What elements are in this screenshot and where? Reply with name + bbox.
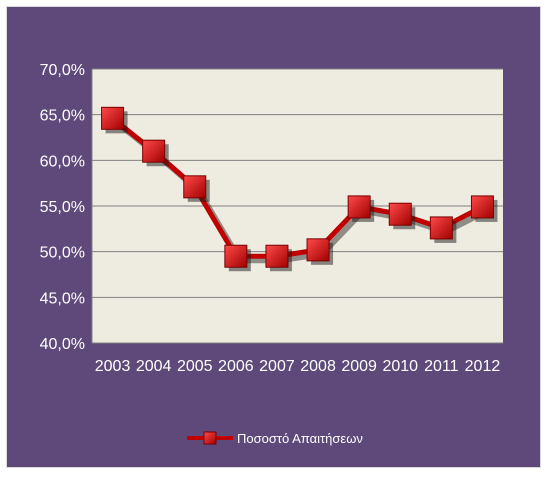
x-tick-label: 2010 xyxy=(382,358,418,375)
y-tick-label: 65,0% xyxy=(40,108,85,125)
line-chart: 40,0% 45,0% 50,0% 55,0% 60,0% 65,0% 70,0% 2003… xyxy=(40,62,503,375)
data-point xyxy=(265,244,289,268)
data-point xyxy=(347,195,371,219)
y-axis-ticks: 40,0% 45,0% 50,0% 55,0% 60,0% 65,0% 70,0% xyxy=(40,62,85,353)
x-tick-label: 2007 xyxy=(259,358,295,375)
y-tick-label: 55,0% xyxy=(40,199,85,216)
data-point xyxy=(183,175,207,199)
data-point xyxy=(101,106,125,130)
data-point xyxy=(470,195,494,219)
y-tick-label: 60,0% xyxy=(40,153,85,170)
y-tick-label: 45,0% xyxy=(40,290,85,307)
x-tick-label: 2011 xyxy=(424,358,459,375)
x-tick-label: 2004 xyxy=(136,358,172,375)
data-point xyxy=(388,202,412,226)
data-point xyxy=(224,244,248,268)
y-tick-label: 70,0% xyxy=(40,62,85,79)
legend-label: Ποσοστό Απαιτήσεων xyxy=(237,430,363,446)
chart-panel: 40,0% 45,0% 50,0% 55,0% 60,0% 65,0% 70,0% 2003… xyxy=(6,6,541,468)
x-tick-label: 2005 xyxy=(177,358,213,375)
legend-marker-icon xyxy=(187,431,233,445)
data-point xyxy=(142,139,166,163)
y-tick-label: 50,0% xyxy=(40,245,85,262)
x-tick-label: 2012 xyxy=(465,358,501,375)
x-tick-label: 2008 xyxy=(300,358,336,375)
data-point xyxy=(429,216,453,240)
x-tick-label: 2003 xyxy=(95,358,131,375)
data-point xyxy=(306,238,330,262)
x-tick-label: 2006 xyxy=(218,358,254,375)
series-line xyxy=(101,106,498,272)
series-line-path xyxy=(110,116,484,259)
x-tick-label: 2009 xyxy=(341,358,377,375)
legend: Ποσοστό Απαιτήσεων xyxy=(185,430,363,446)
y-tick-label: 40,0% xyxy=(40,336,85,353)
x-axis-ticks: 2003 2004 2005 2006 2007 2008 2009 2010 2011 2012 xyxy=(95,358,501,375)
